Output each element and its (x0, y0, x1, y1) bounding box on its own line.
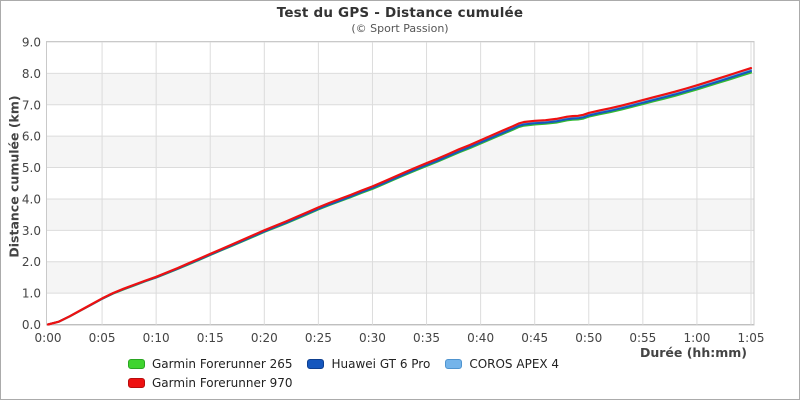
x-tick-label: 0:30 (359, 331, 386, 345)
chart-subtitle: (© Sport Passion) (351, 22, 449, 35)
y-tick-label: 1.0 (22, 287, 41, 301)
x-tick-label: 0:10 (143, 331, 170, 345)
x-tick-label: 0:55 (629, 331, 656, 345)
y-tick-label: 7.0 (22, 98, 41, 112)
plot-band (46, 136, 754, 168)
y-tick-label: 9.0 (22, 36, 41, 50)
legend-item-garmin-forerunner-265[interactable]: Garmin Forerunner 265 (128, 357, 292, 371)
x-tick-label: 0:45 (521, 331, 548, 345)
legend-swatch-green-icon (128, 359, 145, 369)
plot-band (46, 261, 754, 294)
x-tick-label: 0:05 (89, 331, 116, 345)
plot-band (46, 73, 754, 105)
y-tick-label: 0.0 (22, 318, 41, 332)
y-tick-label: 6.0 (22, 130, 41, 144)
x-tick-label: 0:40 (467, 331, 494, 345)
x-tick-label: 0:15 (197, 331, 224, 345)
chart-legend: Garmin Forerunner 265 Huawei GT 6 Pro CO… (128, 355, 559, 392)
x-tick-label: 0:50 (575, 331, 602, 345)
x-tick-label: 0:35 (413, 331, 440, 345)
plot-band (46, 198, 754, 231)
legend-label: Garmin Forerunner 970 (152, 376, 293, 390)
y-tick-label: 3.0 (22, 224, 41, 238)
legend-label: Garmin Forerunner 265 (152, 357, 293, 371)
plot-border (46, 41, 755, 326)
y-tick-label: 8.0 (22, 67, 41, 81)
legend-row-2: Garmin Forerunner 970 (128, 374, 559, 392)
legend-item-huawei-gt-6-pro[interactable]: Huawei GT 6 Pro (307, 357, 430, 371)
legend-row-1: Garmin Forerunner 265 Huawei GT 6 Pro CO… (128, 355, 559, 373)
x-tick-label: 0:20 (251, 331, 278, 345)
x-tick-label: 1:05 (738, 331, 765, 345)
legend-item-garmin-forerunner-970[interactable]: Garmin Forerunner 970 (128, 376, 292, 390)
y-tick-label: 5.0 (22, 161, 41, 175)
x-axis-title: Durée (hh:mm) (639, 345, 747, 360)
y-axis-title: Distance cumulée (km) (6, 95, 22, 258)
legend-label: Huawei GT 6 Pro (331, 357, 431, 371)
legend-swatch-red-icon (128, 378, 145, 388)
y-tick-label: 4.0 (22, 192, 41, 206)
legend-label: COROS APEX 4 (469, 357, 560, 371)
series-line-garmin-forerunner-970 (46, 66, 753, 326)
legend-swatch-lightblue-icon (445, 359, 463, 369)
x-tick-label: 0:25 (305, 331, 332, 345)
x-tick-label: 0:00 (35, 331, 62, 345)
y-tick-label: 2.0 (22, 255, 41, 269)
x-tick-label: 1:00 (683, 331, 710, 345)
legend-swatch-darkblue-icon (307, 359, 325, 369)
legend-item-coros-apex-4[interactable]: COROS APEX 4 (445, 357, 559, 371)
chart-title: Test du GPS - Distance cumulée (276, 5, 524, 21)
